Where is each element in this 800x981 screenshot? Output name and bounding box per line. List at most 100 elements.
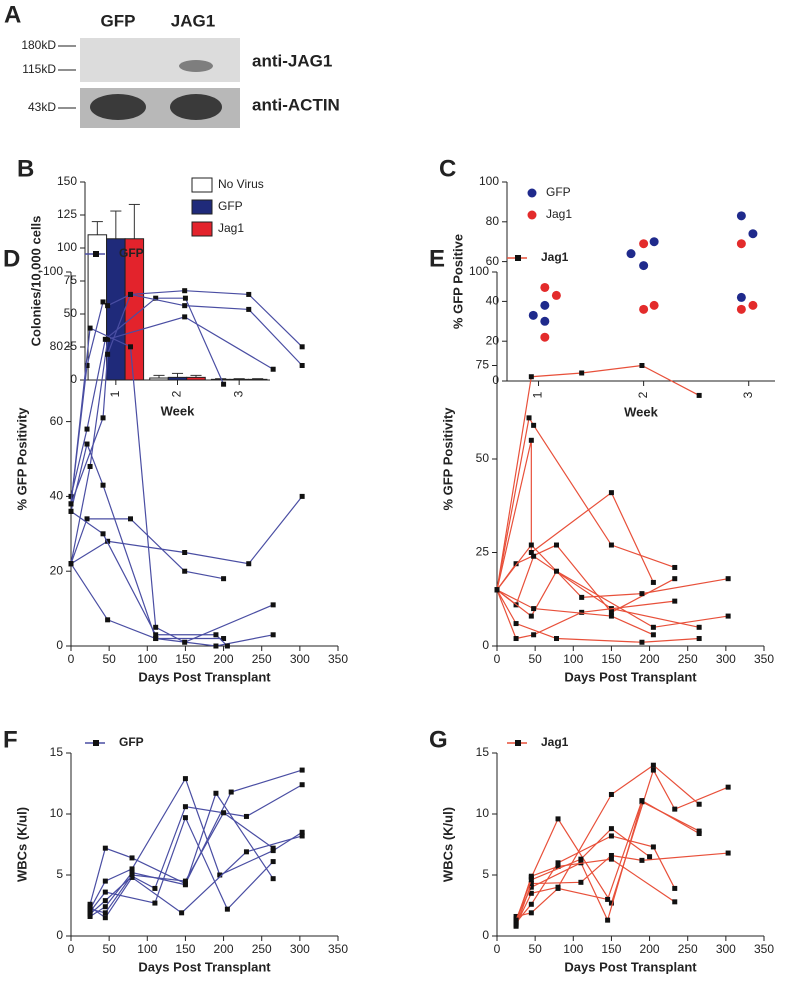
point — [105, 617, 111, 623]
point — [68, 508, 74, 514]
y-tick-label: 50 — [476, 451, 490, 465]
line — [89, 769, 303, 905]
x-tick-label: 50 — [528, 652, 542, 666]
point — [608, 609, 614, 615]
point — [87, 913, 93, 919]
bar — [247, 378, 268, 381]
legend-label: Jag1 — [541, 735, 569, 749]
y-tick-label: 15 — [476, 745, 490, 759]
point — [270, 366, 276, 372]
legend-marker — [527, 210, 537, 220]
point — [608, 826, 614, 832]
point — [531, 606, 537, 612]
point — [153, 624, 159, 630]
point — [649, 300, 659, 310]
x-tick-label: 0 — [494, 652, 501, 666]
point — [102, 915, 108, 921]
point — [672, 564, 678, 570]
point — [299, 344, 305, 350]
point — [725, 850, 731, 856]
point — [540, 282, 550, 292]
y-tick-label: 20 — [50, 563, 64, 577]
panel-letter: D — [3, 245, 20, 272]
legend-label: GFP — [119, 246, 144, 260]
bar — [210, 378, 231, 381]
point — [531, 422, 537, 428]
y-axis-label: Colonies/10,000 cells — [28, 216, 43, 347]
y-tick-label: 0 — [70, 372, 77, 386]
x-tick-label: 100 — [563, 942, 583, 956]
panel-letter: A — [4, 1, 21, 28]
line — [89, 835, 303, 919]
point — [696, 392, 702, 398]
point — [528, 542, 534, 548]
legend-label: No Virus — [218, 177, 264, 191]
point — [102, 898, 108, 904]
point — [608, 490, 614, 496]
size-marker: 43kD — [28, 100, 56, 114]
line — [70, 290, 303, 504]
point — [649, 237, 659, 247]
point — [213, 643, 219, 649]
point — [213, 632, 219, 638]
point — [105, 538, 111, 544]
panel-letter: G — [429, 726, 448, 753]
x-axis-label: Days Post Transplant — [564, 669, 697, 684]
point — [736, 211, 746, 221]
point — [696, 831, 702, 837]
point — [650, 762, 656, 768]
x-axis-label: Days Post Transplant — [138, 669, 271, 684]
legend-marker — [527, 188, 537, 198]
point — [555, 885, 561, 891]
legend-label: GFP — [546, 185, 571, 199]
point — [299, 767, 305, 773]
x-axis-label: Week — [161, 403, 195, 418]
line — [89, 811, 274, 914]
line — [496, 570, 729, 628]
y-tick-label: 60 — [50, 414, 64, 428]
point — [102, 845, 108, 851]
blot-band — [90, 94, 146, 120]
point — [182, 303, 188, 309]
point — [748, 300, 758, 310]
y-tick-label: 100 — [469, 264, 489, 278]
y-tick-label: 5 — [56, 867, 63, 881]
point — [578, 856, 584, 862]
point — [555, 863, 561, 869]
y-tick-label: 80 — [50, 339, 64, 353]
x-tick-label: 250 — [678, 652, 698, 666]
y-tick-label: 10 — [476, 806, 490, 820]
x-tick-label: 50 — [102, 942, 116, 956]
point — [639, 363, 645, 368]
point — [105, 351, 111, 357]
point — [736, 292, 746, 302]
point — [270, 876, 276, 882]
point — [152, 885, 158, 891]
point — [639, 639, 645, 645]
point — [608, 856, 614, 862]
point — [513, 636, 519, 642]
x-tick-label: 50 — [528, 942, 542, 956]
x-tick-label: 100 — [137, 942, 157, 956]
point — [494, 587, 500, 593]
x-tick-label: 250 — [252, 652, 272, 666]
panel-letter: E — [429, 245, 445, 272]
y-axis-label: % GFP Positivity — [440, 407, 455, 511]
point — [554, 568, 560, 574]
x-tick-label: 3 — [741, 391, 755, 398]
point — [528, 901, 534, 907]
y-tick-label: 5 — [482, 867, 489, 881]
point — [182, 314, 188, 320]
x-tick-label: 250 — [678, 942, 698, 956]
legend-label: Jag1 — [546, 207, 572, 221]
point — [608, 852, 614, 858]
lane-label: GFP — [101, 11, 136, 30]
point — [513, 921, 519, 927]
point — [182, 550, 188, 555]
point — [270, 602, 276, 608]
bar — [186, 376, 206, 381]
point — [270, 845, 276, 851]
point — [179, 910, 185, 916]
point — [299, 493, 305, 499]
